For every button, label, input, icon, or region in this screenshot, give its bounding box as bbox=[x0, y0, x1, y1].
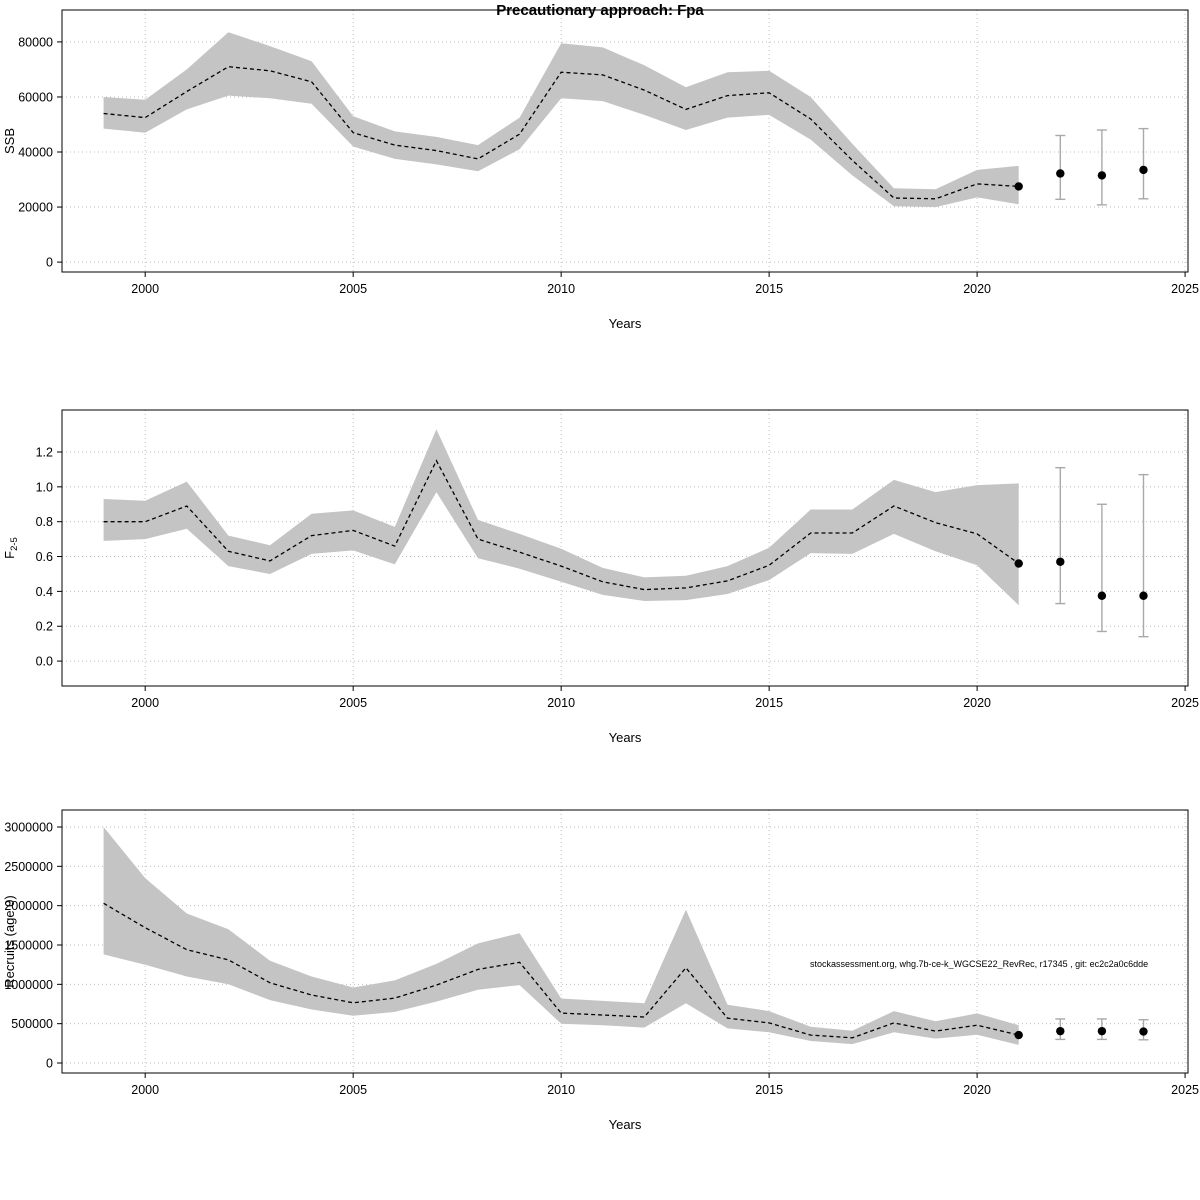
y-tick-label: 0.4 bbox=[36, 585, 53, 599]
plot-frame bbox=[61, 409, 1189, 687]
x-tick-label: 2025 bbox=[1171, 696, 1199, 710]
x-axis-label: Years bbox=[609, 316, 642, 331]
x-tick-label: 2015 bbox=[755, 696, 783, 710]
final-year-point bbox=[1014, 1030, 1023, 1040]
y-tick-label: 80000 bbox=[18, 35, 53, 49]
panel-recruits: 2000 2005 2010 2015 2020 2025 0 500000 1000000 15… bbox=[2, 809, 1199, 1132]
x-tick-label: 2000 bbox=[131, 1083, 159, 1097]
plot-frame bbox=[61, 9, 1189, 273]
y-tick-label: 40000 bbox=[18, 146, 53, 160]
forecast-point bbox=[1097, 171, 1107, 180]
y-axis-label: SSB bbox=[2, 128, 17, 154]
y-tick-label: 1.2 bbox=[36, 445, 53, 459]
y-axis-label: F2-5 bbox=[2, 537, 20, 559]
forecast-point bbox=[1139, 591, 1148, 600]
forecast-point bbox=[1097, 1026, 1107, 1036]
y-tick-label: 20000 bbox=[18, 201, 53, 215]
x-tick-label: 2010 bbox=[547, 282, 575, 296]
x-tick-label: 2010 bbox=[547, 1083, 575, 1097]
x-tick-label: 2015 bbox=[755, 1083, 783, 1097]
estimate-line bbox=[103, 459, 1020, 591]
y-tick-label: 0.2 bbox=[36, 620, 53, 634]
y-tick-label: 2000000 bbox=[4, 899, 53, 913]
x-tick-label: 2015 bbox=[755, 282, 783, 296]
x-tick-label: 2005 bbox=[339, 282, 367, 296]
x-axis-label: Years bbox=[609, 1117, 642, 1132]
estimate-line bbox=[103, 66, 1019, 200]
confidence-band bbox=[103, 32, 1019, 208]
panel-fbar: 2000 2005 2010 2015 2020 2025 0.0 0.2 0.4 0.6 0.8 1… bbox=[2, 409, 1199, 745]
forecast-point bbox=[1056, 169, 1065, 178]
x-tick-label: 2020 bbox=[963, 282, 991, 296]
forecast-point bbox=[1139, 165, 1148, 175]
y-tick-label: 0 bbox=[46, 256, 53, 270]
forecast-point bbox=[1056, 557, 1065, 566]
x-tick-label: 2000 bbox=[131, 696, 159, 710]
x-tick-label: 2010 bbox=[547, 696, 575, 710]
final-year-point bbox=[1014, 559, 1023, 568]
confidence-band bbox=[103, 827, 1019, 1045]
estimate-line bbox=[103, 902, 1019, 1039]
y-tick-label: 3000000 bbox=[4, 820, 53, 834]
forecast-point bbox=[1139, 1027, 1148, 1036]
y-tick-label: 60000 bbox=[18, 90, 53, 104]
source-annotation: stockassessment.org, whg.7b-ce-k_WGCSE22… bbox=[810, 959, 1149, 969]
y-axis-label: Recruits (age 0) bbox=[2, 895, 17, 987]
y-tick-label: 500000 bbox=[11, 1017, 53, 1031]
y-tick-label: 0.6 bbox=[36, 550, 53, 564]
forecast-point bbox=[1056, 1026, 1065, 1036]
y-tick-label: 0.0 bbox=[36, 655, 53, 669]
x-tick-label: 2000 bbox=[131, 282, 159, 296]
panel-ssb: 2000 2005 2010 2015 2020 2025 0 20000 40000 60000… bbox=[2, 9, 1199, 331]
x-tick-label: 2005 bbox=[339, 1083, 367, 1097]
y-tick-label: 1000000 bbox=[4, 978, 53, 992]
x-axis-label: Years bbox=[609, 730, 642, 745]
figure-title: Precautionary approach: Fpa bbox=[496, 2, 704, 19]
confidence-band bbox=[103, 429, 1019, 606]
x-tick-label: 2005 bbox=[339, 696, 367, 710]
y-tick-label: 0 bbox=[46, 1057, 53, 1071]
x-tick-label: 2020 bbox=[963, 1083, 991, 1097]
x-tick-label: 2025 bbox=[1171, 282, 1199, 296]
plot-frame bbox=[61, 809, 1189, 1074]
y-tick-label: 2500000 bbox=[4, 860, 53, 874]
x-tick-label: 2020 bbox=[963, 696, 991, 710]
x-tick-label: 2025 bbox=[1171, 1083, 1199, 1097]
final-year-point bbox=[1014, 182, 1023, 191]
y-tick-label: 0.8 bbox=[36, 515, 53, 529]
y-tick-label: 1.0 bbox=[36, 480, 53, 494]
forecast-point bbox=[1097, 591, 1107, 600]
y-tick-label: 1500000 bbox=[4, 939, 53, 953]
